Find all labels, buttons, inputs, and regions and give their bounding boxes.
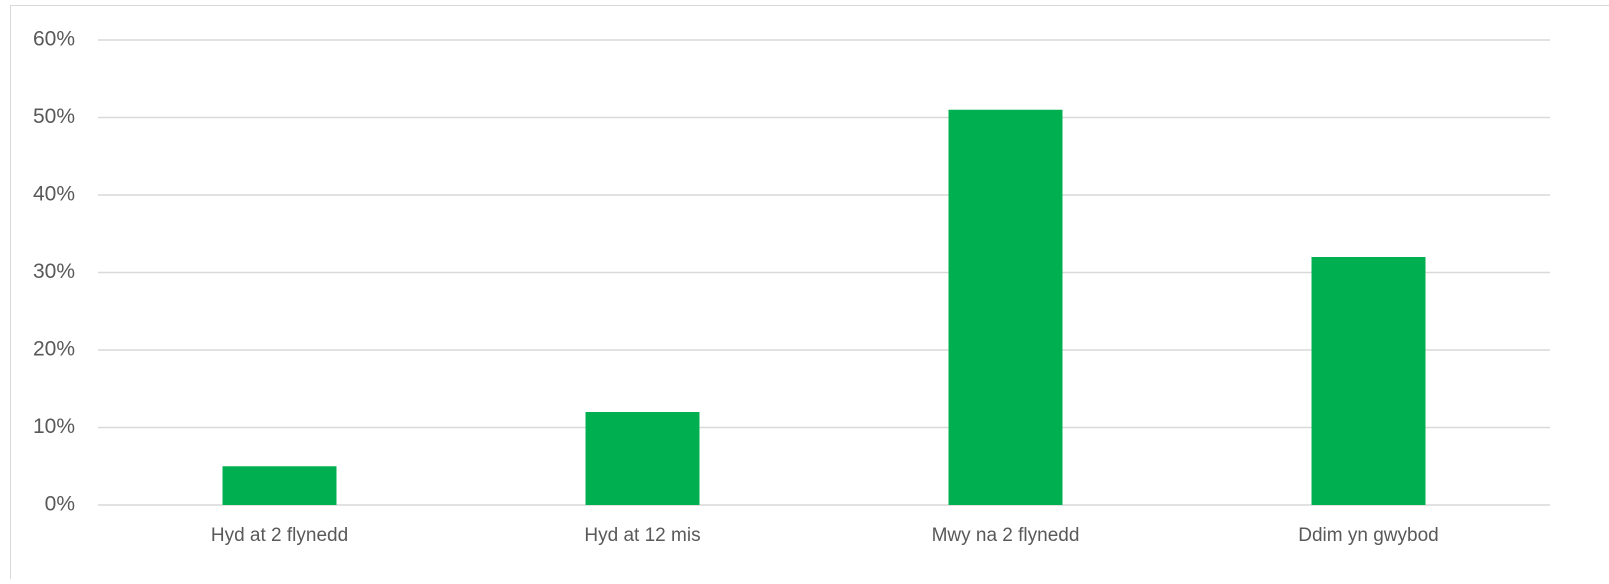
bar: [949, 110, 1063, 505]
y-tick-label: 30%: [33, 260, 75, 283]
bar: [586, 412, 700, 505]
x-tick-label: Ddim yn gwybod: [1298, 525, 1438, 546]
bar: [1312, 257, 1426, 505]
y-tick-label: 50%: [33, 105, 75, 128]
x-tick-label: Mwy na 2 flynedd: [932, 525, 1080, 546]
x-tick-label: Hyd at 12 mis: [584, 525, 700, 546]
y-tick-label: 20%: [33, 338, 75, 361]
y-tick-label: 10%: [33, 415, 75, 438]
x-tick-label: Hyd at 2 flynedd: [211, 525, 348, 546]
y-tick-label: 60%: [33, 28, 75, 51]
bar: [223, 466, 337, 505]
y-tick-label: 0%: [45, 493, 75, 516]
y-tick-label: 40%: [33, 183, 75, 206]
